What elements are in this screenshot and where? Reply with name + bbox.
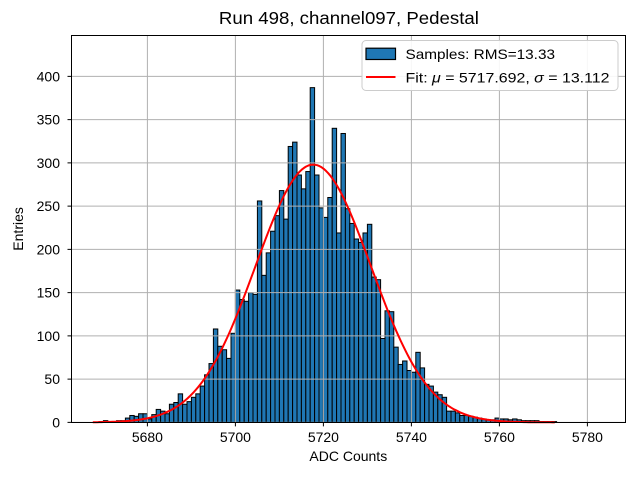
svg-text:5700: 5700 xyxy=(220,429,251,445)
svg-text:Fit: μ = 5717.692, σ = 13.112: Fit: μ = 5717.692, σ = 13.112 xyxy=(406,70,610,86)
svg-text:5680: 5680 xyxy=(132,429,163,445)
svg-text:0: 0 xyxy=(52,414,60,430)
svg-text:400: 400 xyxy=(37,68,61,84)
svg-text:Entries: Entries xyxy=(10,207,26,251)
svg-text:50: 50 xyxy=(44,371,60,387)
svg-text:Samples: RMS=13.33: Samples: RMS=13.33 xyxy=(406,46,556,62)
svg-text:300: 300 xyxy=(37,155,61,171)
svg-text:250: 250 xyxy=(37,198,61,214)
svg-text:100: 100 xyxy=(37,328,61,344)
svg-text:350: 350 xyxy=(37,112,61,128)
svg-text:5740: 5740 xyxy=(396,429,427,445)
svg-text:200: 200 xyxy=(37,241,61,257)
svg-text:5760: 5760 xyxy=(484,429,515,445)
svg-text:Run 498, channel097, Pedestal: Run 498, channel097, Pedestal xyxy=(219,8,479,28)
svg-text:150: 150 xyxy=(37,285,61,301)
svg-text:5780: 5780 xyxy=(572,429,603,445)
svg-text:ADC Counts: ADC Counts xyxy=(309,448,387,464)
svg-text:5720: 5720 xyxy=(308,429,339,445)
